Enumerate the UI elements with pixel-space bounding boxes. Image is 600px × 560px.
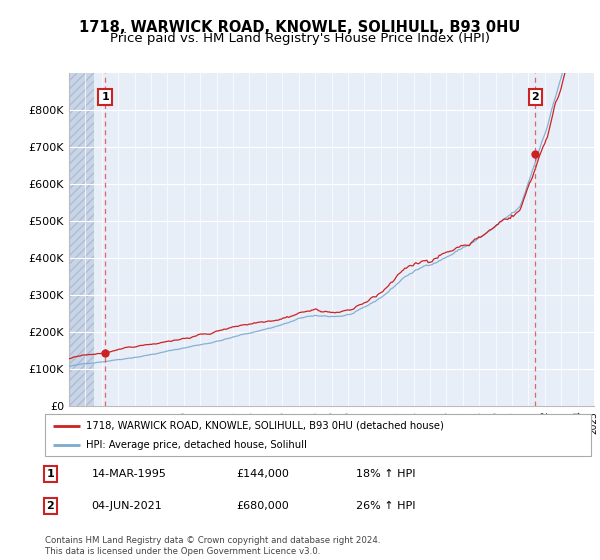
Text: 1718, WARWICK ROAD, KNOWLE, SOLIHULL, B93 0HU: 1718, WARWICK ROAD, KNOWLE, SOLIHULL, B9… [79, 20, 521, 35]
Text: 1: 1 [47, 469, 55, 479]
Text: Contains HM Land Registry data © Crown copyright and database right 2024.
This d: Contains HM Land Registry data © Crown c… [45, 536, 380, 556]
FancyBboxPatch shape [45, 414, 591, 456]
Text: Price paid vs. HM Land Registry's House Price Index (HPI): Price paid vs. HM Land Registry's House … [110, 32, 490, 45]
Text: 2: 2 [47, 501, 55, 511]
Text: HPI: Average price, detached house, Solihull: HPI: Average price, detached house, Soli… [86, 440, 307, 450]
Text: £144,000: £144,000 [236, 469, 289, 479]
Bar [69, 73, 94, 406]
Text: 26% ↑ HPI: 26% ↑ HPI [356, 501, 416, 511]
Text: 04-JUN-2021: 04-JUN-2021 [91, 501, 162, 511]
Text: 18% ↑ HPI: 18% ↑ HPI [356, 469, 416, 479]
Text: 14-MAR-1995: 14-MAR-1995 [91, 469, 166, 479]
Text: 2: 2 [532, 92, 539, 102]
Text: 1718, WARWICK ROAD, KNOWLE, SOLIHULL, B93 0HU (detached house): 1718, WARWICK ROAD, KNOWLE, SOLIHULL, B9… [86, 421, 444, 431]
Text: £680,000: £680,000 [236, 501, 289, 511]
Text: 1: 1 [101, 92, 109, 102]
